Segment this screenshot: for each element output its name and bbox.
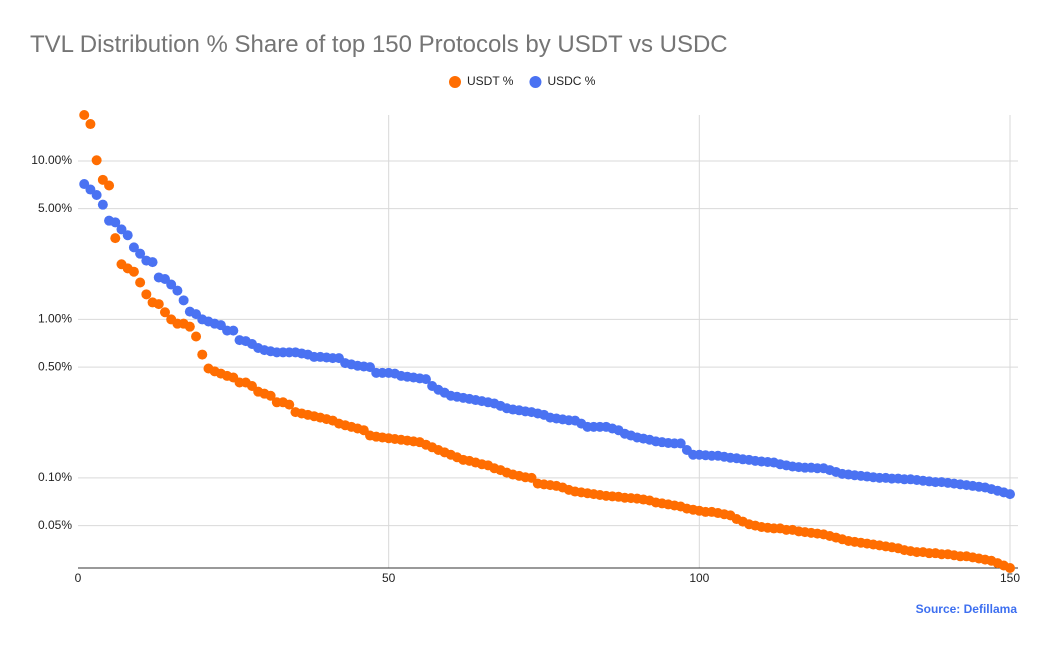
data-point — [141, 289, 152, 300]
x-tick-label: 0 — [75, 571, 82, 585]
data-point — [166, 279, 177, 290]
data-point — [104, 180, 115, 191]
data-point — [159, 307, 170, 318]
legend-label: USDT % — [467, 74, 514, 88]
data-point — [172, 285, 183, 296]
x-tick-label: 150 — [1000, 571, 1020, 585]
data-point — [191, 331, 202, 342]
y-tick-label: 0.05% — [38, 518, 72, 532]
legend-label: USDC % — [547, 74, 595, 88]
data-point — [178, 295, 189, 306]
y-tick-label: 10.00% — [31, 153, 72, 167]
data-point — [228, 325, 239, 336]
data-point — [1005, 563, 1015, 573]
data-point — [135, 277, 146, 288]
legend-marker — [449, 76, 461, 88]
source-note: Source: Defillama — [916, 602, 1018, 616]
data-point — [147, 257, 158, 268]
data-point — [79, 110, 90, 120]
data-point — [122, 230, 133, 241]
data-point — [184, 321, 195, 332]
data-point — [110, 217, 121, 228]
y-tick-label: 0.50% — [38, 359, 72, 373]
data-point — [91, 189, 102, 200]
data-point — [97, 199, 108, 210]
data-point — [153, 299, 164, 310]
x-tick-label: 100 — [689, 571, 709, 585]
y-tick-label: 1.00% — [38, 312, 72, 326]
chart-title: TVL Distribution % Share of top 150 Prot… — [30, 31, 728, 58]
data-point — [197, 349, 208, 360]
x-tick-label: 50 — [382, 571, 396, 585]
legend-marker — [529, 76, 542, 88]
data-point — [1005, 489, 1015, 500]
data-point — [420, 374, 431, 385]
y-tick-label: 5.00% — [38, 201, 72, 215]
data-point — [110, 233, 121, 244]
data-point — [675, 438, 686, 449]
data-point — [128, 266, 139, 277]
data-point — [91, 155, 102, 166]
data-point — [284, 399, 295, 410]
data-point — [128, 242, 139, 253]
data-point — [265, 390, 276, 401]
y-tick-label: 0.10% — [38, 470, 72, 484]
data-point — [85, 119, 96, 130]
data-point — [135, 248, 146, 259]
